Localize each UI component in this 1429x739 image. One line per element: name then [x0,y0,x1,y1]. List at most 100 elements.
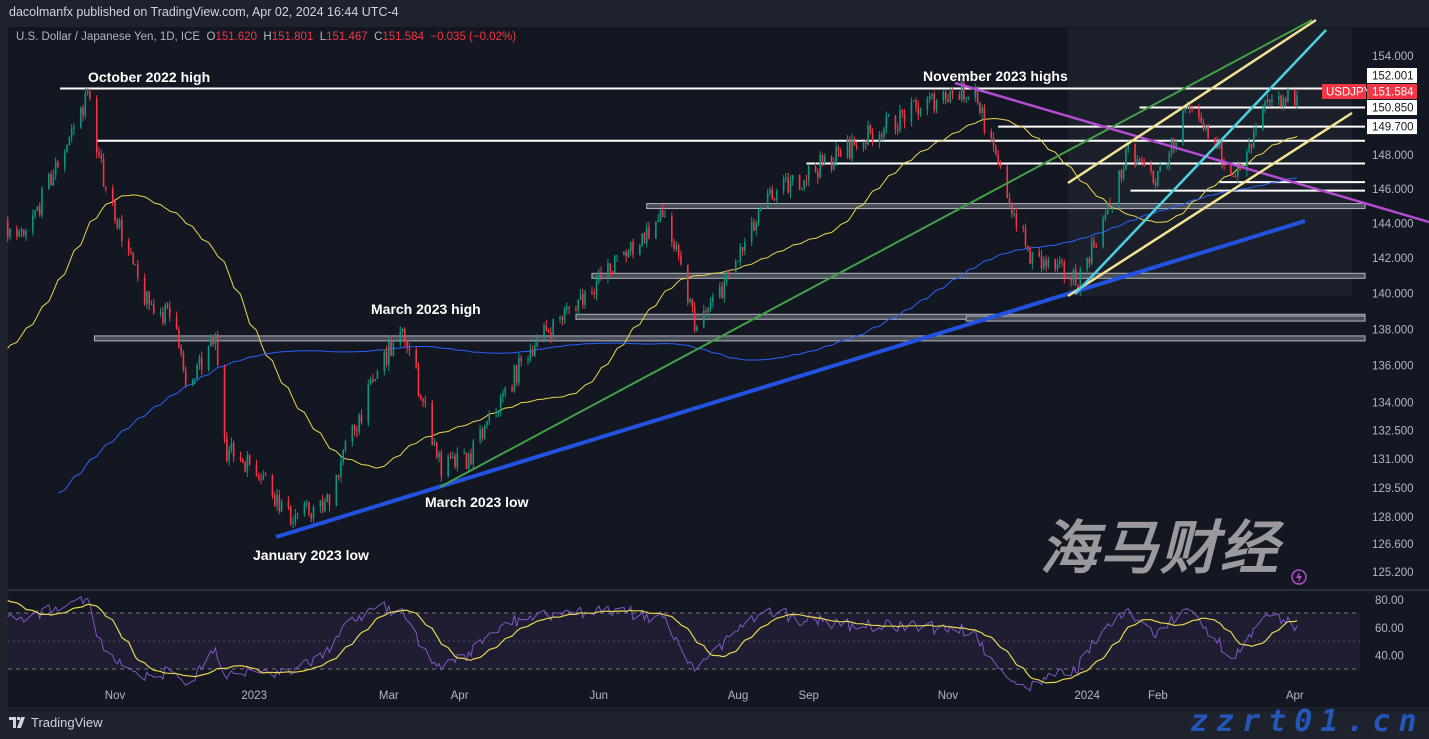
candle-body [958,94,961,100]
candle-body [196,364,198,379]
candle-body [54,161,57,175]
trendline-cyan[interactable] [1074,29,1327,295]
annotation-mar-2023-high: March 2023 high [371,301,481,317]
candle [547,328,550,333]
candle [260,473,262,485]
low-label: L [319,31,327,43]
candle-body [456,452,459,467]
candle [486,420,488,430]
candle [673,238,675,252]
candle [1175,140,1177,152]
candle [57,160,59,169]
candle [534,340,536,358]
candle-body [166,304,169,308]
candle-body [63,151,66,168]
tradingview-logo-text: TradingView [31,715,103,730]
candle [308,501,310,517]
candle [374,378,376,382]
candle-body [504,387,507,394]
trendline-green[interactable] [439,19,1313,488]
candle [846,135,849,159]
candle-body [273,495,276,506]
lightning-icon[interactable] [1291,569,1307,585]
candle [1198,104,1200,123]
symbol-legend[interactable]: U.S. Dollar / Japanese Yen, 1D, ICE O151… [16,31,516,43]
candle [114,198,116,224]
candle-body [1015,213,1018,227]
candle-body [543,325,545,337]
candle [817,168,819,184]
candle [1280,94,1282,108]
candle [607,258,609,284]
candle-body [942,91,945,102]
candle [50,170,52,186]
candle-body [833,162,835,170]
time-tick: 2023 [241,690,267,702]
channel-upper[interactable] [1067,18,1317,185]
candle [643,232,646,244]
rsi-pane [7,596,1298,692]
candle [1220,139,1223,169]
candle-body [130,251,132,253]
candle [1118,170,1120,210]
candle-body [1056,263,1059,270]
candle [814,162,817,174]
candle [1287,87,1289,103]
candle-body [1118,170,1120,206]
candle-body [406,341,408,348]
tradingview-logo[interactable]: TradingView [9,715,103,730]
candle [593,288,596,299]
candle [851,133,853,164]
candle [1120,168,1123,183]
candle [1264,99,1266,114]
candle-body [223,365,226,438]
candle-body [1024,228,1027,246]
candle [1136,154,1139,166]
candle-body [276,494,278,506]
candle-body [134,264,137,266]
candle [312,504,315,523]
candle-body [1102,218,1104,247]
candle [1282,94,1285,111]
candle-body [721,286,723,299]
candle-body [152,304,155,314]
candle-body [885,115,888,129]
candle [207,345,210,372]
candle [262,470,265,481]
candle-body [785,177,787,179]
candle [200,351,203,375]
candle-body [38,206,41,216]
candle [1230,164,1232,176]
candle-body [25,231,27,236]
candle-body [289,506,292,524]
candle [1029,246,1031,265]
candle [175,311,178,330]
candle-body [294,514,297,523]
candle [1266,93,1269,106]
candle-body [718,286,721,297]
time-tick: Feb [1148,690,1168,702]
candle [137,259,139,282]
candle [686,264,689,306]
candle-body [1122,168,1125,179]
trendline-purple[interactable] [954,81,1429,224]
candle [912,99,915,102]
candle-body [899,110,901,131]
candle-body [771,189,774,200]
rsi-ma-line [7,599,1298,684]
candle [324,497,326,513]
candle [632,238,634,259]
candle [974,83,977,102]
candle-body [175,316,178,330]
candle [579,289,582,301]
candle [942,89,945,104]
trendline-blue[interactable] [275,219,1306,539]
candle [168,300,171,322]
candle-body [435,442,438,458]
candle-body [1248,143,1250,152]
candle [1045,255,1047,272]
candle [928,92,931,103]
channel-lower[interactable] [1067,111,1353,298]
